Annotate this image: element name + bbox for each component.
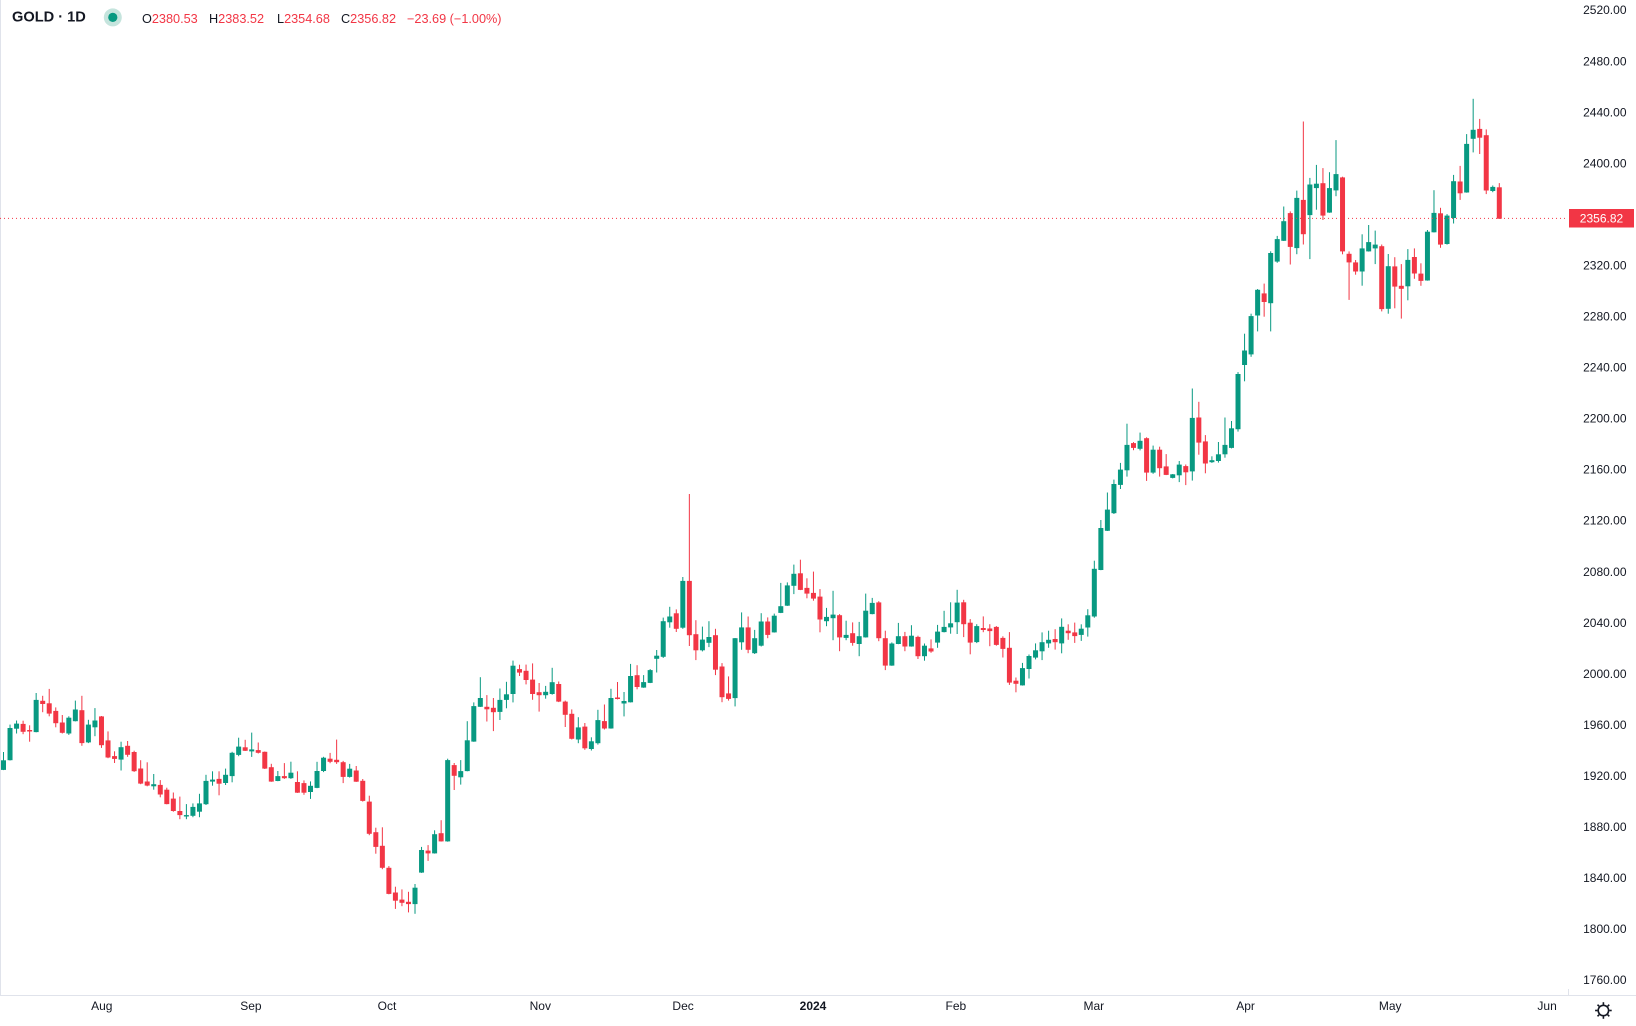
svg-text:1880.00: 1880.00 <box>1583 820 1627 834</box>
svg-text:2024: 2024 <box>800 999 827 1013</box>
svg-text:C2356.82: C2356.82 <box>341 12 396 26</box>
svg-text:2400.00: 2400.00 <box>1583 156 1627 170</box>
svg-text:O2380.53: O2380.53 <box>142 12 198 26</box>
svg-text:2440.00: 2440.00 <box>1583 105 1627 119</box>
svg-text:Sep: Sep <box>240 999 262 1013</box>
svg-text:2240.00: 2240.00 <box>1583 361 1627 375</box>
svg-text:Aug: Aug <box>91 999 112 1013</box>
svg-text:−23.69 (−1.00%): −23.69 (−1.00%) <box>407 12 502 26</box>
svg-text:Mar: Mar <box>1083 999 1104 1013</box>
svg-text:2160.00: 2160.00 <box>1583 463 1627 477</box>
svg-text:H2383.52: H2383.52 <box>209 12 264 26</box>
svg-text:2120.00: 2120.00 <box>1583 514 1627 528</box>
svg-text:2356.82: 2356.82 <box>1580 212 1624 226</box>
svg-text:L2354.68: L2354.68 <box>277 12 330 26</box>
svg-text:Nov: Nov <box>530 999 551 1013</box>
svg-text:1840.00: 1840.00 <box>1583 871 1627 885</box>
svg-text:2000.00: 2000.00 <box>1583 667 1627 681</box>
svg-text:Jun: Jun <box>1537 999 1556 1013</box>
svg-text:2320.00: 2320.00 <box>1583 258 1627 272</box>
svg-text:1960.00: 1960.00 <box>1583 718 1627 732</box>
svg-text:GOLD · 1D: GOLD · 1D <box>12 10 86 26</box>
svg-text:2040.00: 2040.00 <box>1583 616 1627 630</box>
svg-text:2520.00: 2520.00 <box>1583 3 1627 17</box>
svg-text:2480.00: 2480.00 <box>1583 54 1627 68</box>
svg-text:Oct: Oct <box>378 999 397 1013</box>
svg-text:Apr: Apr <box>1236 999 1255 1013</box>
svg-text:Dec: Dec <box>672 999 693 1013</box>
svg-text:1760.00: 1760.00 <box>1583 973 1627 987</box>
svg-text:Feb: Feb <box>946 999 967 1013</box>
svg-text:1800.00: 1800.00 <box>1583 922 1627 936</box>
svg-text:2200.00: 2200.00 <box>1583 412 1627 426</box>
svg-text:1920.00: 1920.00 <box>1583 769 1627 783</box>
svg-text:May: May <box>1379 999 1402 1013</box>
svg-text:2280.00: 2280.00 <box>1583 310 1627 324</box>
svg-text:2080.00: 2080.00 <box>1583 565 1627 579</box>
